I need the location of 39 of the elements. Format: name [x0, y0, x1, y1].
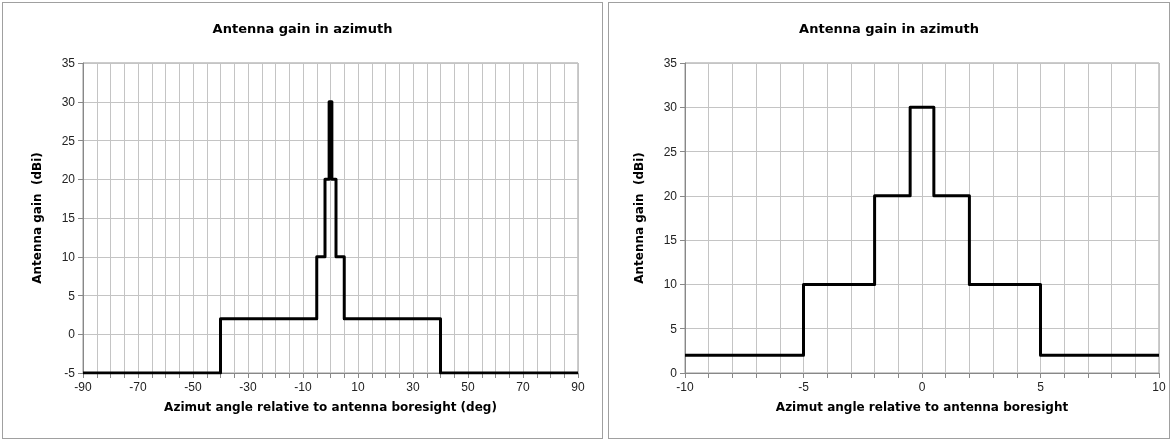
y-tick-label: 15: [61, 211, 76, 225]
x-tick-label: -30: [239, 380, 257, 394]
y-tick-label: 0: [670, 366, 678, 380]
x-axis-title: Azimut angle relative to antenna boresight (deg): [164, 400, 497, 414]
x-tick-label: 0: [918, 380, 926, 394]
x-tick-label: -5: [798, 380, 810, 394]
x-tick-label: 10: [1152, 380, 1166, 394]
x-tick-label: -50: [184, 380, 202, 394]
x-tick-label: 30: [406, 380, 420, 394]
chart-title: Antenna gain in azimuth: [799, 21, 979, 36]
y-tick-label: 10: [61, 249, 76, 264]
y-tick-label: 15: [663, 233, 678, 248]
x-tick-label: 50: [461, 380, 475, 394]
y-tick-label: 10: [663, 277, 678, 292]
x-tick-label: -10: [676, 380, 694, 394]
x-tick-label: -70: [129, 380, 147, 394]
x-tick-label: 10: [351, 380, 365, 394]
x-tick-label: 70: [516, 380, 530, 394]
y-tick-label: 35: [663, 56, 678, 70]
line-series: [683, 105, 1161, 357]
y-tick-label: 20: [61, 172, 76, 187]
y-tick-label: -5: [64, 366, 76, 380]
y-tick-label: 30: [663, 100, 678, 115]
y-tick-label: 35: [61, 56, 76, 70]
y-axis-title: Antenna gain (dBi): [632, 152, 646, 284]
y-tick-label: 30: [61, 94, 76, 109]
y-tick-label: 20: [663, 188, 678, 203]
y-axis-title: Antenna gain (dBi): [30, 152, 44, 284]
x-tick-label: 90: [571, 380, 585, 394]
y-tick-label: 5: [670, 321, 678, 336]
y-tick-label: 25: [61, 133, 76, 148]
x-tick-label: -10: [294, 380, 312, 394]
chart-title: Antenna gain in azimuth: [212, 21, 393, 36]
y-tick-label: 25: [663, 144, 678, 159]
y-tick-label: 5: [68, 288, 76, 303]
y-tick-label: 0: [68, 327, 76, 342]
x-tick-label: -90: [74, 380, 92, 394]
x-axis-title: Azimut angle relative to antenna boresight: [775, 400, 1069, 414]
x-tick-label: 5: [1037, 380, 1045, 394]
